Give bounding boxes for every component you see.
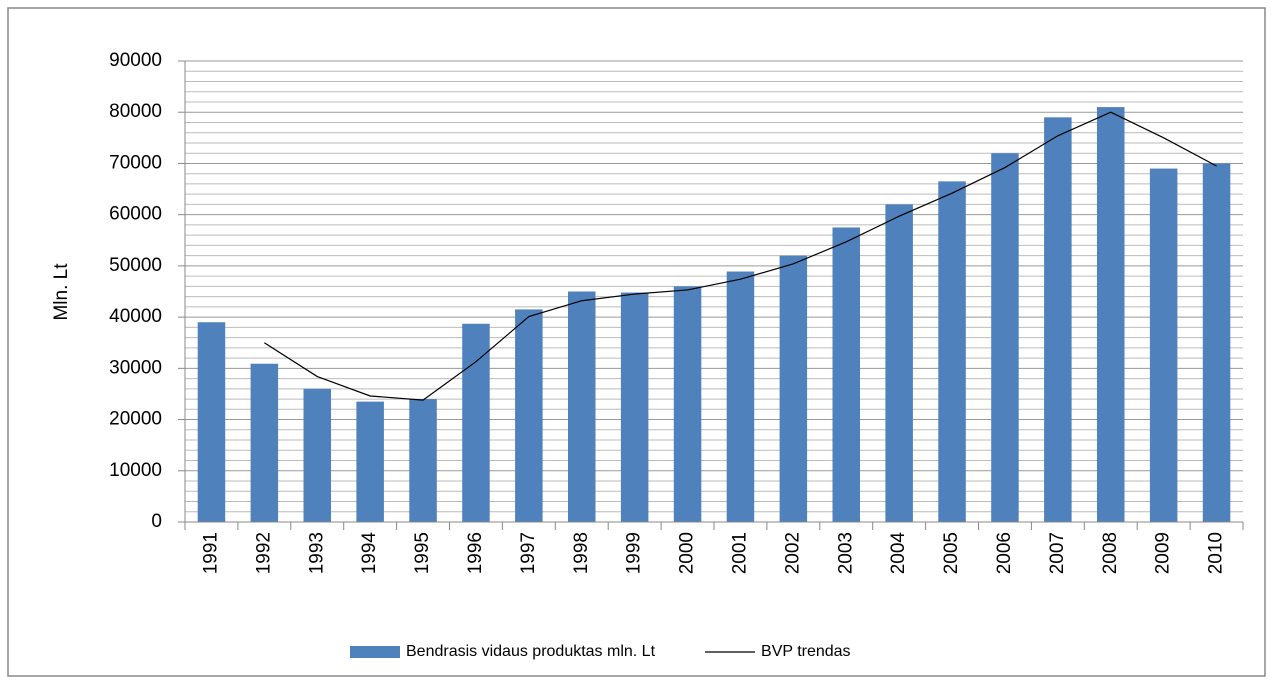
x-tick-label: 2006 bbox=[994, 532, 1015, 574]
y-tick-label: 20000 bbox=[109, 409, 162, 430]
bar bbox=[991, 153, 1019, 522]
y-axis-label: Mln. Lt bbox=[51, 263, 72, 321]
legend-label: Bendrasis vidaus produktas mln. Lt bbox=[406, 643, 656, 660]
bar bbox=[1149, 168, 1178, 523]
x-tick-label: 1992 bbox=[253, 532, 274, 574]
y-tick-label: 90000 bbox=[109, 50, 162, 71]
x-tick-label: 1997 bbox=[518, 532, 539, 574]
x-tick-label: 2005 bbox=[941, 532, 962, 574]
x-tick-label: 1995 bbox=[412, 532, 433, 574]
x-tick-label: 2009 bbox=[1153, 532, 1174, 574]
marks bbox=[197, 107, 1231, 523]
x-tick-label: 2001 bbox=[729, 532, 750, 574]
bar bbox=[515, 309, 543, 522]
bar bbox=[779, 255, 808, 522]
bar bbox=[356, 401, 384, 522]
bar bbox=[303, 388, 332, 522]
x-tick-label: 1993 bbox=[306, 532, 327, 574]
x-tick-label: 2000 bbox=[677, 532, 698, 574]
bar bbox=[620, 292, 649, 522]
bar bbox=[250, 363, 279, 522]
x-tick-label: 2007 bbox=[1047, 532, 1068, 574]
x-tick-label: 2008 bbox=[1100, 532, 1121, 574]
bar bbox=[197, 322, 226, 522]
bar bbox=[885, 204, 913, 522]
x-tick-label: 1999 bbox=[624, 532, 645, 574]
bar bbox=[1044, 117, 1072, 522]
legend: Bendrasis vidaus produktas mln. Lt BVP tr… bbox=[350, 643, 851, 660]
bar bbox=[1202, 163, 1231, 522]
trend-line bbox=[264, 111, 1217, 401]
bar bbox=[567, 291, 596, 522]
x-tick-label: 2003 bbox=[835, 532, 856, 574]
y-tick-label: 70000 bbox=[109, 152, 162, 173]
x-tick-label: 1991 bbox=[200, 532, 221, 574]
x-tick-label: 2010 bbox=[1206, 532, 1227, 574]
bar bbox=[462, 323, 490, 522]
bar bbox=[726, 271, 755, 522]
y-tick-label: 10000 bbox=[109, 460, 162, 481]
bar bbox=[1096, 107, 1125, 522]
bar bbox=[938, 181, 966, 522]
y-tick-label: 50000 bbox=[109, 255, 162, 276]
y-tick-label: 30000 bbox=[109, 357, 162, 378]
bar bbox=[409, 399, 437, 522]
y-tick-label: 60000 bbox=[109, 204, 162, 225]
axes: 0 10000 20000 30000 40000 50000 60000 70000 8000… bbox=[109, 50, 1244, 575]
y-tick-label: 80000 bbox=[109, 101, 162, 122]
legend-swatch bbox=[350, 646, 400, 658]
y-tick-label: 40000 bbox=[109, 306, 162, 327]
y-tick-label: 0 bbox=[151, 511, 162, 532]
x-tick-label: 2002 bbox=[782, 532, 803, 574]
bar bbox=[832, 227, 861, 522]
x-tick-label: 1994 bbox=[359, 532, 380, 575]
legend-label: BVP trendas bbox=[761, 643, 851, 660]
bar bbox=[673, 286, 702, 522]
x-tick-label: 1998 bbox=[571, 532, 592, 574]
x-tick-label: 2004 bbox=[888, 532, 909, 575]
x-tick-label: 1996 bbox=[465, 532, 486, 574]
